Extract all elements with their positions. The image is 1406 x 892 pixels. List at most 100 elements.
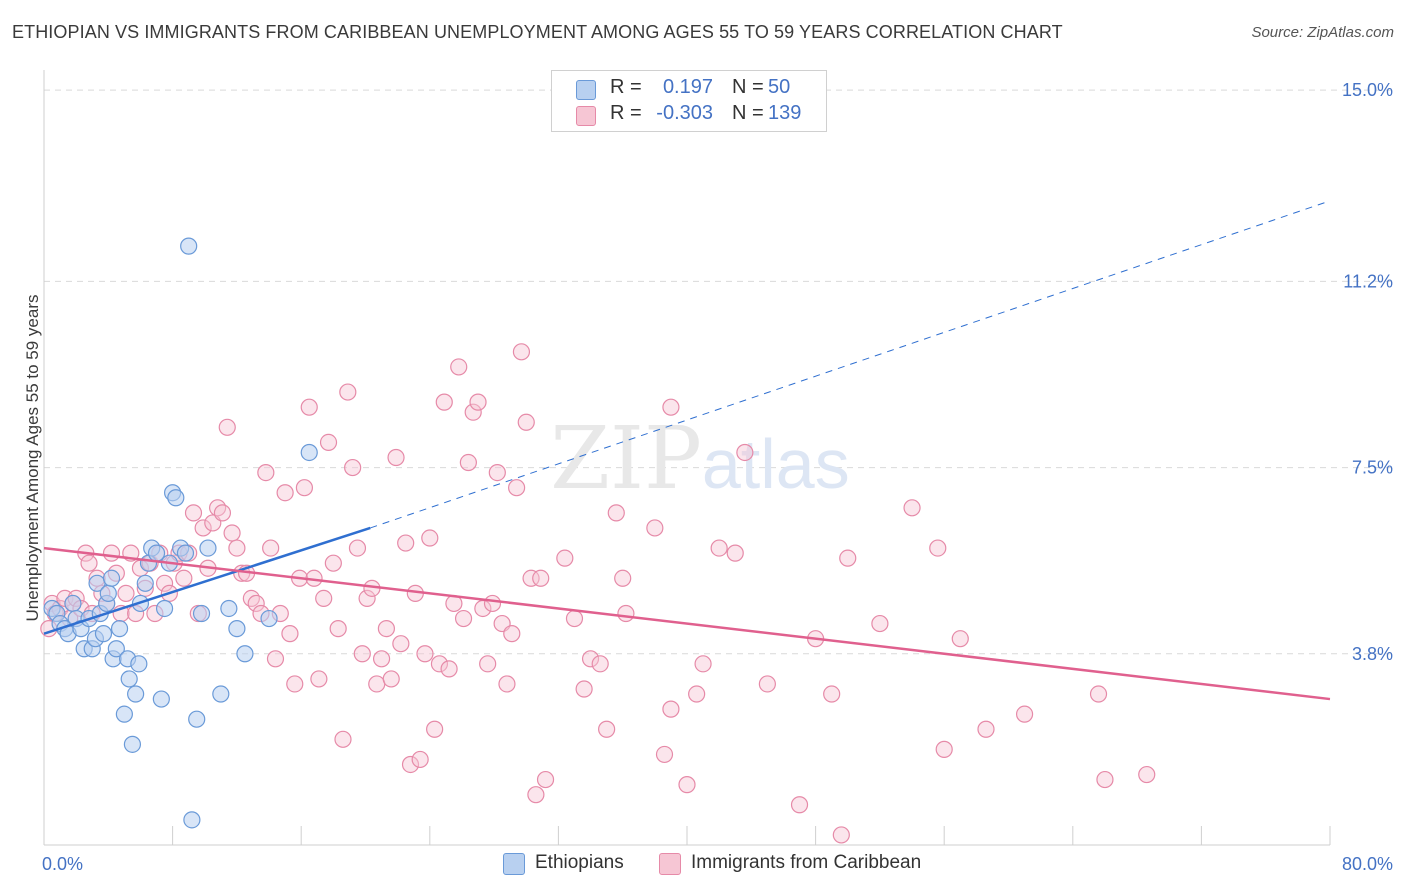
caribbean-point bbox=[532, 569, 550, 587]
y-axis-title: Unemployment Among Ages 55 to 59 years bbox=[23, 295, 42, 622]
caribbean-point bbox=[454, 609, 473, 628]
caribbean-point bbox=[736, 443, 754, 462]
caribbean-point bbox=[416, 645, 434, 663]
y-tick-label: 15.0% bbox=[1342, 80, 1393, 100]
caribbean-point bbox=[678, 776, 696, 794]
caribbean-point bbox=[512, 343, 531, 361]
x-tick-label-min: 0.0% bbox=[42, 854, 83, 874]
caribbean-point bbox=[951, 630, 969, 648]
correlation-legend: R = 0.197 N = 50 R = -0.303 N = 139 bbox=[551, 70, 827, 132]
caribbean-point bbox=[508, 479, 526, 497]
legend-row-ethiopians: R = 0.197 N = 50 bbox=[552, 76, 826, 102]
caribbean-point bbox=[117, 584, 135, 602]
ethiopian-point bbox=[120, 670, 138, 688]
caribbean-point bbox=[401, 755, 420, 774]
caribbean-point bbox=[324, 554, 342, 572]
caribbean-point bbox=[353, 645, 371, 663]
caribbean-point bbox=[710, 539, 728, 557]
caribbean-point bbox=[536, 770, 555, 789]
caribbean-point bbox=[286, 675, 304, 693]
caribbean-point bbox=[646, 519, 664, 537]
caribbean-point bbox=[832, 826, 850, 844]
caribbean-point bbox=[655, 745, 674, 764]
caribbean-point bbox=[310, 670, 328, 688]
caribbean-point bbox=[469, 393, 487, 411]
ethiopian-point bbox=[192, 604, 211, 623]
caribbean-point bbox=[871, 614, 889, 633]
caribbean-point bbox=[257, 463, 275, 482]
caribbean-point bbox=[823, 685, 841, 703]
caribbean-point bbox=[300, 398, 318, 416]
caribbean-point bbox=[522, 569, 540, 587]
ethiopian-point bbox=[260, 609, 278, 628]
caribbean-point bbox=[266, 650, 285, 668]
caribbean-point bbox=[218, 418, 236, 436]
caribbean-point bbox=[498, 675, 516, 693]
bottom-legend-label: Immigrants from Caribbean bbox=[691, 852, 922, 873]
caribbean-point bbox=[1096, 770, 1114, 789]
legend-r-label: R = bbox=[610, 102, 642, 124]
y-tick-label: 3.8% bbox=[1352, 644, 1393, 664]
legend-n-label: N = bbox=[732, 102, 764, 124]
caribbean-point bbox=[348, 539, 367, 557]
caribbean-point bbox=[440, 660, 458, 678]
caribbean-point bbox=[617, 604, 635, 623]
legend-r-label: R = bbox=[610, 76, 642, 98]
caribbean-point bbox=[758, 675, 776, 693]
chart-title: ETHIOPIAN VS IMMIGRANTS FROM CARIBBEAN U… bbox=[12, 22, 1063, 42]
ethiopian-point bbox=[167, 489, 185, 507]
caribbean-point bbox=[903, 499, 921, 517]
bottom-legend-swatch-ethiopians bbox=[503, 853, 525, 875]
ethiopian-point bbox=[127, 685, 145, 703]
caribbean-point bbox=[575, 680, 593, 698]
caribbean-point bbox=[1089, 685, 1108, 703]
caribbean-point bbox=[688, 685, 706, 703]
caribbean-point bbox=[435, 393, 453, 411]
caribbean-point bbox=[839, 549, 857, 567]
caribbean-trend-line bbox=[43, 546, 1331, 701]
ethiopian-point bbox=[64, 594, 82, 613]
caribbean-point bbox=[503, 625, 521, 643]
ethiopians-trend-extension bbox=[370, 200, 1331, 529]
caribbean-point bbox=[339, 383, 357, 401]
ethiopian-point bbox=[180, 237, 198, 255]
caribbean-point bbox=[598, 720, 616, 738]
caribbean-point bbox=[175, 569, 193, 587]
bottom-legend-swatch-caribbean bbox=[659, 853, 681, 875]
caribbean-point bbox=[450, 358, 468, 376]
ethiopian-point bbox=[115, 705, 133, 723]
trend-layer bbox=[43, 200, 1331, 701]
caribbean-point bbox=[392, 635, 410, 653]
caribbean-point bbox=[315, 589, 333, 608]
caribbean-point bbox=[935, 740, 953, 758]
ethiopian-point bbox=[228, 620, 246, 638]
caribbean-point bbox=[517, 413, 535, 431]
y-tick-label: 7.5% bbox=[1352, 458, 1393, 478]
ethiopian-point bbox=[155, 599, 174, 618]
watermark: ZIPatlas bbox=[550, 409, 849, 509]
caribbean-point bbox=[929, 539, 947, 557]
caribbean-point bbox=[329, 620, 347, 638]
legend-r-value: 0.197 bbox=[662, 76, 713, 98]
legend-row-caribbean: R = -0.303 N = 139 bbox=[552, 102, 826, 128]
y-tick-labels: 3.8% 7.5% 11.2% 15.0% bbox=[1342, 80, 1393, 664]
caribbean-point bbox=[607, 504, 625, 522]
caribbean-point bbox=[614, 569, 632, 587]
ethiopian-point bbox=[152, 690, 170, 708]
caribbean-point bbox=[223, 524, 241, 542]
ethiopian-point bbox=[183, 811, 201, 829]
ethiopian-point bbox=[188, 710, 206, 728]
caribbean-point bbox=[377, 620, 395, 638]
ethiopians-trend-line bbox=[43, 526, 371, 635]
caribbean-point bbox=[387, 448, 405, 467]
ethiopian-points bbox=[43, 237, 318, 829]
ethiopian-point bbox=[176, 544, 195, 562]
caribbean-point bbox=[194, 519, 212, 537]
caribbean-point bbox=[102, 544, 121, 562]
grid-layer bbox=[44, 89, 1392, 845]
legend-swatch-caribbean bbox=[576, 106, 596, 126]
ethiopian-point bbox=[220, 599, 238, 618]
ethiopian-point bbox=[94, 625, 113, 643]
caribbean-point bbox=[281, 625, 299, 643]
